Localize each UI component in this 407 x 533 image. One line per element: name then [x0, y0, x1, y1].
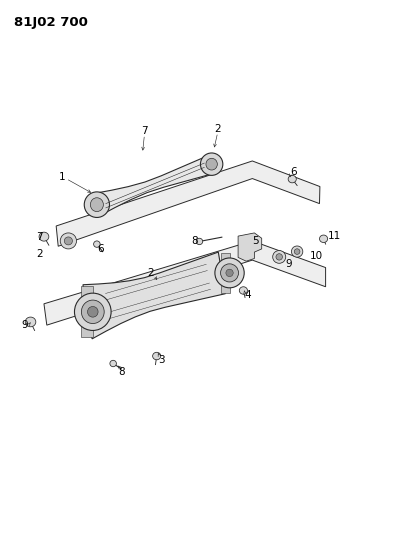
- Text: 8: 8: [118, 367, 125, 377]
- Ellipse shape: [291, 246, 303, 257]
- Ellipse shape: [88, 306, 98, 317]
- Ellipse shape: [64, 237, 72, 245]
- Text: 6: 6: [291, 167, 297, 176]
- Ellipse shape: [221, 264, 239, 282]
- Ellipse shape: [90, 198, 103, 212]
- Text: 9: 9: [21, 320, 28, 330]
- Text: 81J02 700: 81J02 700: [14, 16, 88, 29]
- Ellipse shape: [39, 232, 49, 241]
- Text: 4: 4: [244, 290, 251, 300]
- Text: 2: 2: [147, 269, 154, 278]
- Ellipse shape: [153, 352, 161, 360]
- Text: 3: 3: [158, 355, 165, 365]
- Ellipse shape: [201, 153, 223, 175]
- Ellipse shape: [94, 241, 100, 247]
- Polygon shape: [44, 241, 326, 325]
- Ellipse shape: [74, 293, 111, 330]
- Text: 10: 10: [310, 251, 323, 261]
- Text: 7: 7: [36, 232, 42, 241]
- Polygon shape: [56, 161, 320, 246]
- Text: 6: 6: [97, 245, 104, 254]
- Text: 11: 11: [328, 231, 341, 240]
- Polygon shape: [238, 233, 262, 261]
- Polygon shape: [221, 253, 230, 293]
- Text: 7: 7: [141, 126, 148, 135]
- Text: 2: 2: [214, 124, 221, 134]
- Ellipse shape: [60, 233, 77, 249]
- Text: 5: 5: [252, 236, 259, 246]
- Ellipse shape: [288, 175, 296, 183]
- Ellipse shape: [206, 158, 217, 170]
- Ellipse shape: [196, 238, 203, 245]
- Text: 8: 8: [191, 236, 198, 246]
- Ellipse shape: [276, 254, 282, 260]
- Ellipse shape: [25, 317, 36, 327]
- Ellipse shape: [110, 360, 116, 367]
- Text: 2: 2: [36, 249, 42, 259]
- Ellipse shape: [81, 300, 104, 324]
- Text: 9: 9: [286, 259, 292, 269]
- Polygon shape: [83, 252, 225, 339]
- Ellipse shape: [294, 249, 300, 254]
- Ellipse shape: [319, 235, 328, 243]
- Ellipse shape: [273, 251, 286, 263]
- Ellipse shape: [84, 192, 109, 217]
- Ellipse shape: [239, 287, 247, 294]
- Ellipse shape: [226, 269, 233, 277]
- Text: 1: 1: [59, 172, 65, 182]
- Polygon shape: [81, 286, 93, 337]
- Polygon shape: [94, 155, 214, 216]
- Ellipse shape: [215, 258, 244, 288]
